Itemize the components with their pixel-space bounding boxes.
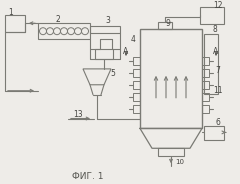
Bar [158, 148, 184, 156]
Text: 6: 6 [216, 118, 220, 127]
Text: 5: 5 [111, 69, 115, 78]
Text: А: А [123, 47, 129, 56]
Bar [95, 49, 113, 59]
Text: ФИГ. 1: ФИГ. 1 [72, 171, 104, 181]
Text: 2: 2 [56, 15, 60, 24]
Bar [133, 81, 140, 89]
Text: 8: 8 [213, 25, 217, 34]
Text: 3: 3 [106, 16, 110, 25]
Bar [5, 15, 25, 32]
Bar [90, 26, 120, 33]
Text: 11: 11 [213, 86, 223, 95]
Text: 7: 7 [216, 66, 220, 75]
Bar [202, 105, 209, 113]
Text: 4: 4 [131, 35, 135, 44]
Text: А: А [213, 47, 219, 56]
Bar [133, 69, 140, 77]
Bar [133, 93, 140, 101]
Bar [202, 69, 209, 77]
Bar [140, 29, 202, 128]
Text: 13: 13 [73, 110, 83, 119]
Bar [204, 126, 224, 140]
Bar [133, 105, 140, 113]
Bar [202, 81, 209, 89]
Text: 1: 1 [9, 8, 13, 17]
Bar [204, 34, 218, 94]
Bar [133, 57, 140, 65]
Text: 12: 12 [213, 1, 223, 10]
Bar [202, 93, 209, 101]
Bar [202, 57, 209, 65]
Bar [200, 7, 224, 24]
Text: 9: 9 [166, 19, 170, 28]
Bar [38, 23, 90, 39]
Text: 10: 10 [175, 159, 185, 165]
Bar [158, 22, 172, 29]
